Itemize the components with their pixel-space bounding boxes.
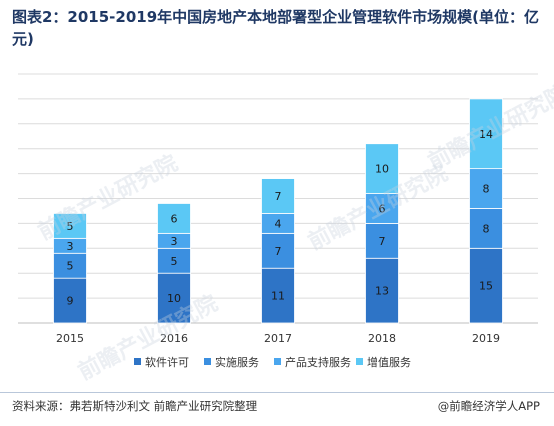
legend-label: 增值服务 — [367, 355, 411, 369]
bar-segment — [365, 257, 399, 324]
footer-divider — [0, 392, 554, 393]
data-label: 3 — [171, 235, 178, 248]
source-note: 资料来源：弗若斯特沙利文 前瞻产业研究院整理 — [12, 399, 258, 413]
x-tick-label: 2017 — [264, 332, 292, 345]
legend-swatch — [204, 358, 211, 365]
brand-credit: @前瞻经济学人APP — [437, 399, 540, 413]
legend-swatch — [134, 358, 141, 365]
legend-label: 软件许可 — [145, 355, 189, 369]
data-label: 9 — [67, 295, 74, 308]
data-label: 6 — [171, 212, 178, 225]
data-label: 14 — [479, 128, 493, 141]
x-tick-label: 2016 — [160, 332, 188, 345]
data-label: 3 — [67, 240, 74, 253]
data-label: 8 — [483, 222, 490, 235]
legend-swatch — [274, 358, 281, 365]
bar-segment — [157, 272, 191, 324]
legend-swatch — [356, 358, 363, 365]
bar-segment — [469, 98, 503, 170]
data-label: 5 — [67, 260, 74, 273]
data-label: 10 — [375, 163, 389, 176]
bar-segment — [261, 232, 295, 269]
x-tick-label: 2018 — [368, 332, 396, 345]
data-label: 10 — [167, 292, 181, 305]
bar-segment — [365, 143, 399, 194]
bar-segment — [261, 178, 295, 214]
bar-segment — [469, 208, 503, 249]
data-label: 4 — [275, 217, 282, 230]
data-label: 7 — [379, 235, 386, 248]
bar-segment — [469, 247, 503, 324]
data-label: 8 — [483, 183, 490, 196]
data-label: 7 — [275, 190, 282, 203]
stacked-bar-chart: 9 5 3 5 2015 10 5 3 6 2016 11 7 4 7 2017 13 7 6 10 2018 15 8 8… — [18, 73, 538, 369]
legend-label: 产品支持服务 — [285, 355, 351, 369]
data-label: 13 — [375, 285, 389, 298]
bar-segment — [53, 277, 87, 324]
legend-label: 实施服务 — [215, 355, 259, 369]
bar-segment — [365, 193, 399, 224]
data-label: 7 — [275, 245, 282, 258]
data-label: 6 — [379, 202, 386, 215]
data-label: 5 — [67, 220, 74, 233]
data-label: 15 — [479, 280, 493, 293]
chart-title: 图表2：2015-2019年中国房地产本地部署型企业管理软件市场规模(单位：亿元… — [12, 8, 540, 48]
bar-segment — [365, 222, 399, 259]
bar-segment — [53, 213, 87, 239]
data-label: 5 — [171, 255, 178, 268]
data-label: 11 — [271, 290, 285, 303]
bar-segment — [157, 203, 191, 234]
x-tick-label: 2019 — [472, 332, 500, 345]
bar-segment — [469, 168, 503, 209]
bar-segment — [157, 247, 191, 274]
x-tick-label: 2015 — [56, 332, 84, 345]
